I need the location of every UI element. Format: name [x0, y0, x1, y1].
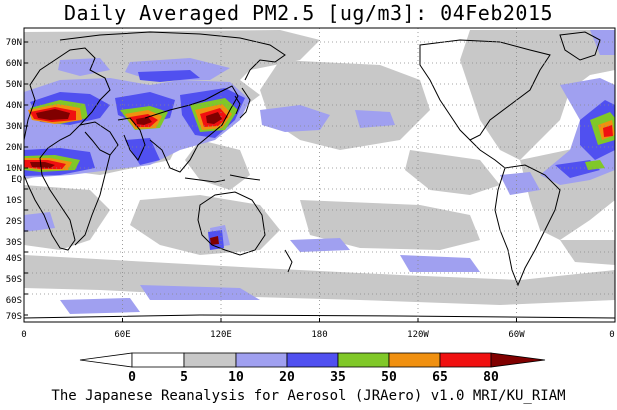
colorbar-tick-35: 35: [330, 370, 346, 385]
colorbar-segment-35-50: [337, 352, 390, 368]
lat-label-40s: 40S: [6, 254, 22, 264]
lat-label-60s: 60S: [6, 296, 22, 306]
lon-label-60w: 60W: [508, 330, 525, 340]
lon-label-60e: 60E: [114, 330, 130, 340]
axis-ticks: [24, 41, 517, 322]
lat-label-20n: 20N: [6, 143, 22, 153]
lat-label-10n: 10N: [6, 164, 22, 174]
latitude-labels: 70N 60N 50N 40N 30N 20N 10N EQ 10S 20S 3…: [6, 38, 22, 322]
colorbar-tick-labels: 0 5 10 20 35 50 65 80: [128, 370, 499, 385]
coastlines: [24, 31, 615, 319]
lat-label-70n: 70N: [6, 38, 22, 48]
colorbar-tick-0: 0: [128, 370, 136, 385]
colorbar-segment-below-0: [79, 352, 133, 368]
lat-label-10s: 10S: [6, 196, 22, 206]
colorbar-segment-65-80: [439, 352, 492, 368]
lat-label-30n: 30N: [6, 122, 22, 132]
grid-lines: [24, 28, 615, 322]
lat-label-20s: 20S: [6, 217, 22, 227]
lon-label-0-left: 0: [21, 330, 26, 340]
colorbar-segment-5-10: [183, 352, 237, 368]
pm25-field: [24, 30, 615, 314]
lon-label-120w: 120W: [407, 330, 429, 340]
colorbar-segment-50-65: [388, 352, 441, 368]
lat-label-70s: 70S: [6, 312, 22, 322]
footer-credit: The Japanese Reanalysis for Aerosol (JRA…: [51, 388, 566, 404]
colorbar-tick-65: 65: [432, 370, 448, 385]
lon-label-120e: 120E: [210, 330, 232, 340]
colorbar-segment-over-80: [490, 352, 546, 368]
colorbar-tick-5: 5: [180, 370, 188, 385]
colorbar-tick-50: 50: [381, 370, 397, 385]
lat-label-30s: 30S: [6, 238, 22, 248]
colorbar-tick-10: 10: [228, 370, 244, 385]
colorbar-segment-20-35: [286, 352, 339, 368]
lat-label-40n: 40N: [6, 101, 22, 111]
lat-label-eq: EQ: [11, 175, 22, 185]
lat-label-50n: 50N: [6, 80, 22, 90]
colorbar-tick-20: 20: [279, 370, 295, 385]
colorbar: [79, 352, 546, 368]
colorbar-segment-10-20: [235, 352, 288, 368]
lon-label-180: 180: [311, 330, 327, 340]
lat-label-60n: 60N: [6, 59, 22, 69]
map-title: Daily Averaged PM2.5 [ug/m3]: 04Feb2015: [63, 1, 554, 25]
colorbar-tick-80: 80: [483, 370, 499, 385]
colorbar-segment-0-5: [131, 352, 185, 368]
lat-label-50s: 50S: [6, 275, 22, 285]
pm25-layer-over-80: [30, 109, 222, 245]
longitude-labels: 0 60E 120E 180 120W 60W 0: [21, 330, 614, 340]
lon-label-0-right: 0: [609, 330, 614, 340]
